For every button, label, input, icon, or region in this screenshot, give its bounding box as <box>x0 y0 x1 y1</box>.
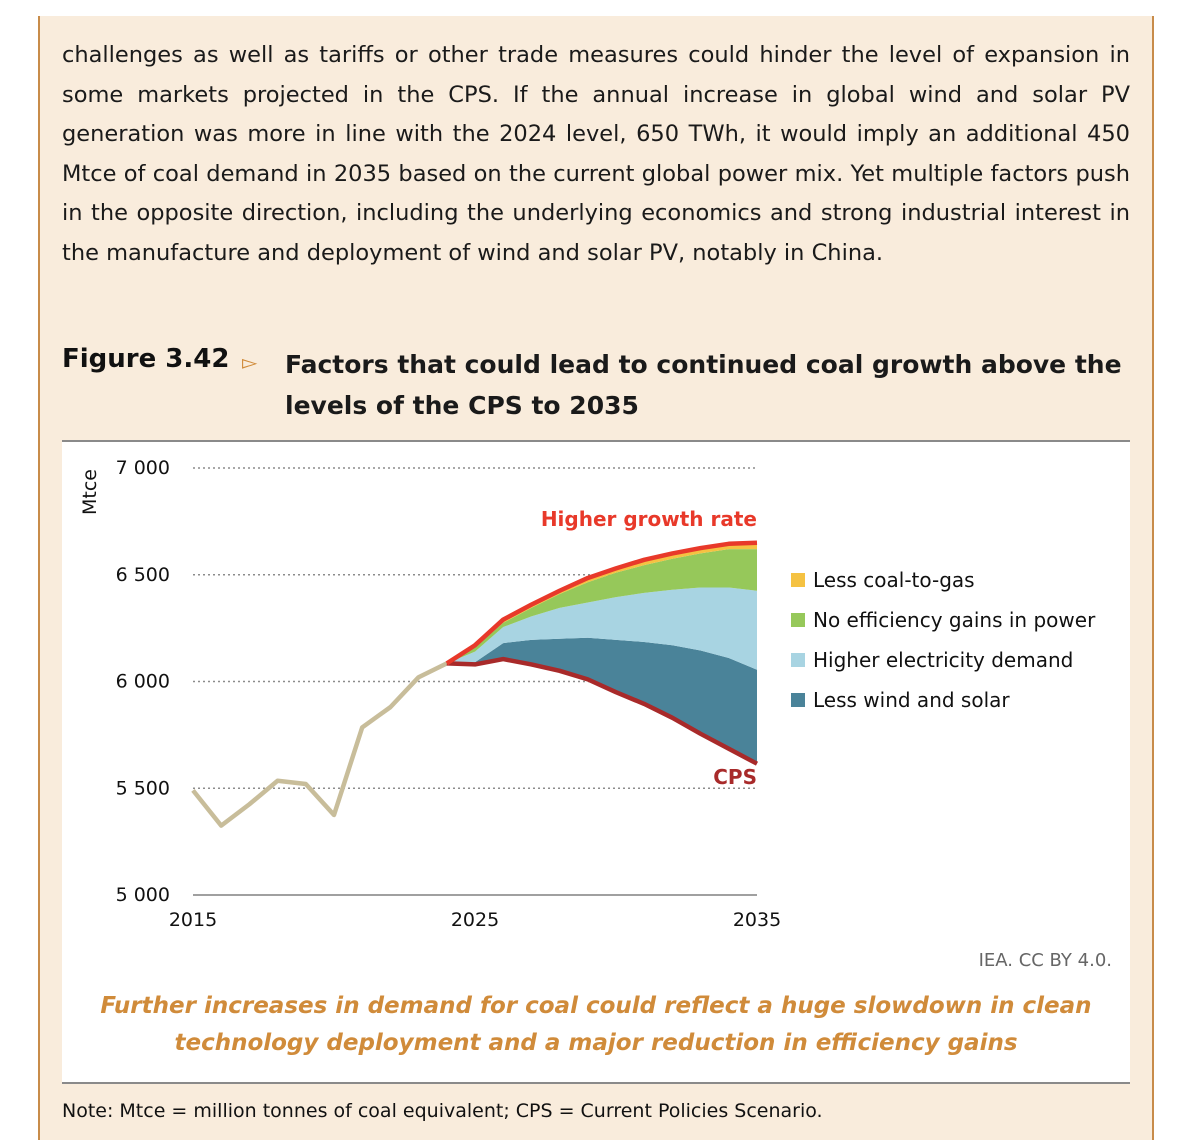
chart-container: 5 000 5 500 6 000 6 500 7 000 2015 2025 2035 Le… <box>62 440 1130 1084</box>
figure-number: Figure 3.42 <box>62 344 230 374</box>
axes: 5 000 5 500 6 000 6 500 7 000 2015 2025 2035 <box>116 457 782 931</box>
legend-swatch <box>791 693 805 707</box>
x-tick-label: 2015 <box>169 909 217 931</box>
legend-swatch <box>791 653 805 667</box>
legend-label: Less wind and solar <box>813 688 1010 712</box>
y-tick-label: 6 000 <box>116 671 170 693</box>
historical-line <box>191 661 448 828</box>
area-less-wind-solar <box>446 637 757 764</box>
higher-growth-line <box>445 540 758 666</box>
y-axis-label: Mtce <box>79 469 101 515</box>
higher-growth-annotation: Higher growth rate <box>541 507 757 531</box>
y-tick-label: 5 500 <box>116 777 170 799</box>
y-tick-label: 5 000 <box>116 884 170 906</box>
legend-label: Higher electricity demand <box>813 648 1073 672</box>
cps-line <box>446 656 759 766</box>
body-paragraph: challenges as well as tariffs or other t… <box>62 42 1130 266</box>
y-tick-label: 6 500 <box>116 564 170 586</box>
y-tick-label: 7 000 <box>116 457 170 479</box>
figure-arrow-icon: ▻ <box>242 350 258 374</box>
legend-label: Less coal-to-gas <box>813 568 975 592</box>
figure-caption: Further increases in demand for coal cou… <box>100 993 1092 1056</box>
legend-swatch <box>791 613 805 627</box>
credit-text: IEA. CC BY 4.0. <box>978 950 1112 971</box>
legend: Less coal-to-gas No efficiency gains in p… <box>791 568 1096 712</box>
area-higher-electricity <box>446 587 757 670</box>
area-no-efficiency <box>446 549 757 664</box>
coal-demand-chart: 5 000 5 500 6 000 6 500 7 000 2015 2025 2035 Le… <box>79 457 1096 931</box>
legend-swatch <box>791 573 805 587</box>
stacked-areas <box>446 542 757 764</box>
x-tick-label: 2025 <box>451 909 499 931</box>
figure-note: Note: Mtce = million tonnes of coal equi… <box>62 1100 823 1122</box>
cps-annotation: CPS <box>713 765 757 789</box>
figure-title: Factors that could lead to continued coa… <box>285 350 1122 420</box>
legend-label: No efficiency gains in power <box>813 608 1096 632</box>
series-lines <box>191 540 759 828</box>
x-tick-label: 2035 <box>733 909 781 931</box>
